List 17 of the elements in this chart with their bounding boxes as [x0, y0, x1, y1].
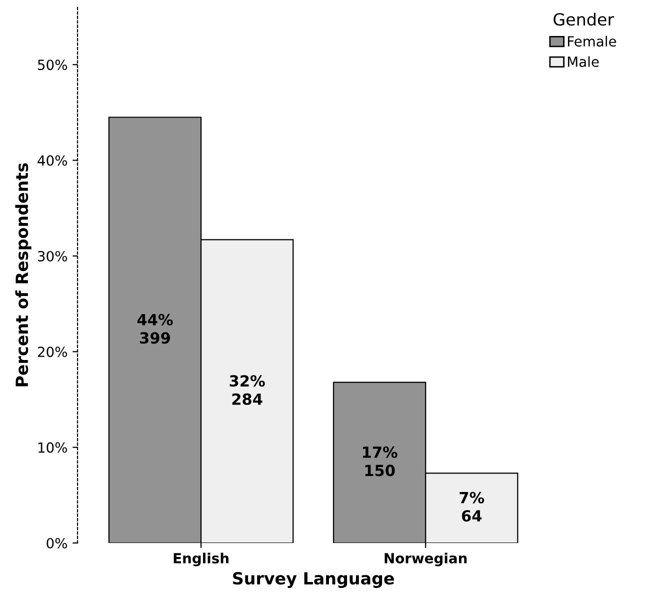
legend-label: Male: [568, 56, 599, 67]
y-tick-label: 40%: [38, 155, 68, 166]
legend-title: Gender: [554, 12, 614, 26]
x-axis-title: Survey Language: [233, 572, 394, 588]
y-tick-label: 10%: [38, 442, 68, 453]
y-tick-label: 30%: [38, 250, 68, 262]
y-axis-title: Percent of Respondents: [15, 163, 32, 386]
y-tick-label: 0%: [46, 538, 68, 548]
data-label: 7% 64: [460, 492, 484, 522]
data-label: 32% 284: [230, 375, 265, 405]
y-tick-label: 50%: [38, 60, 68, 70]
y-tick-label: 20%: [38, 346, 68, 358]
data-label: 44% 399: [137, 314, 173, 344]
legend-label: Female: [568, 36, 616, 47]
x-tick-label: English: [174, 552, 228, 566]
x-tick-label: Norwegian: [384, 552, 467, 566]
data-label: 17% 150: [362, 446, 398, 476]
